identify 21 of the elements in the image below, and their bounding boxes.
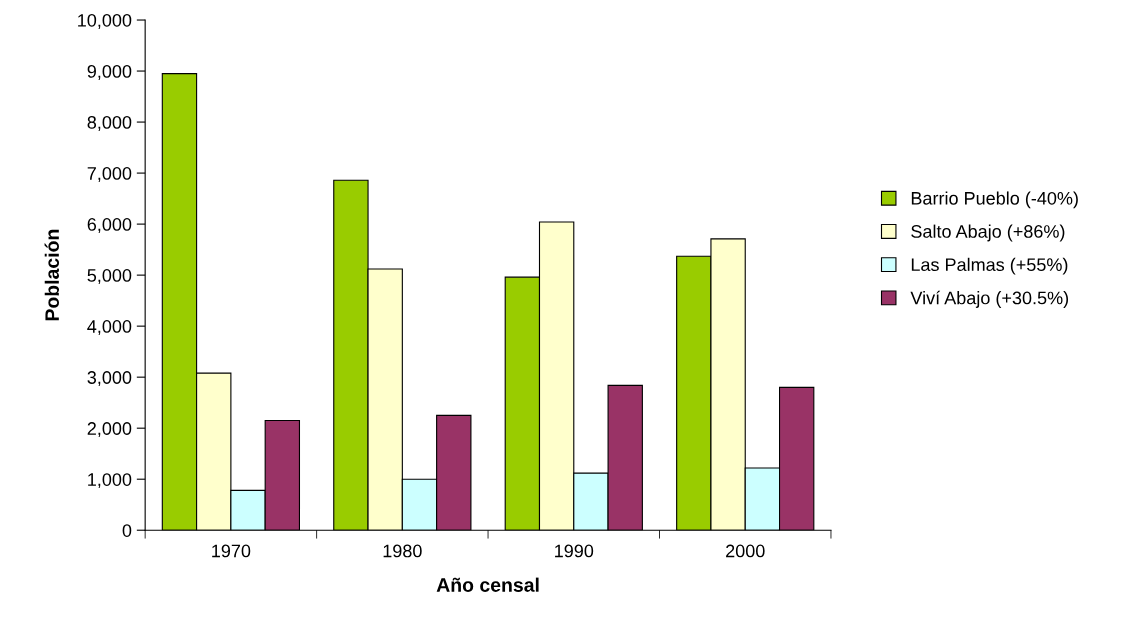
y-tick-label: 2,000 [87, 422, 132, 438]
x-tick-label: 1980 [383, 544, 422, 558]
y-tick-label: 3,000 [87, 371, 132, 387]
y-tick-label: 8,000 [87, 116, 132, 131]
y-tick-label: 7,000 [87, 167, 132, 182]
x-tick-label: 1990 [555, 544, 594, 558]
y-tick-label: 4,000 [87, 320, 132, 335]
y-tick-label: 5,000 [87, 269, 132, 284]
y-tick-label: 9,000 [87, 64, 132, 80]
y-tick-label: 6,000 [87, 218, 132, 233]
y-tick-label: 0 [122, 524, 132, 537]
y-axis-title: Población [44, 229, 60, 321]
x-axis-title: Año censal [436, 577, 539, 592]
y-tick-label: 10,000 [78, 13, 132, 29]
x-tick-label: 2000 [726, 544, 765, 558]
legend-label: Viví Abajo (+30.5%) [910, 290, 1069, 308]
legend-label: Barrio Pueblo (-40%) [911, 191, 1078, 209]
y-tick-label: 1,000 [88, 473, 132, 489]
legend-label: Las Palmas (+55%) [911, 257, 1068, 275]
legend-label: Salto Abajo (+86%) [911, 224, 1065, 242]
x-tick-label: 1970 [212, 544, 251, 558]
